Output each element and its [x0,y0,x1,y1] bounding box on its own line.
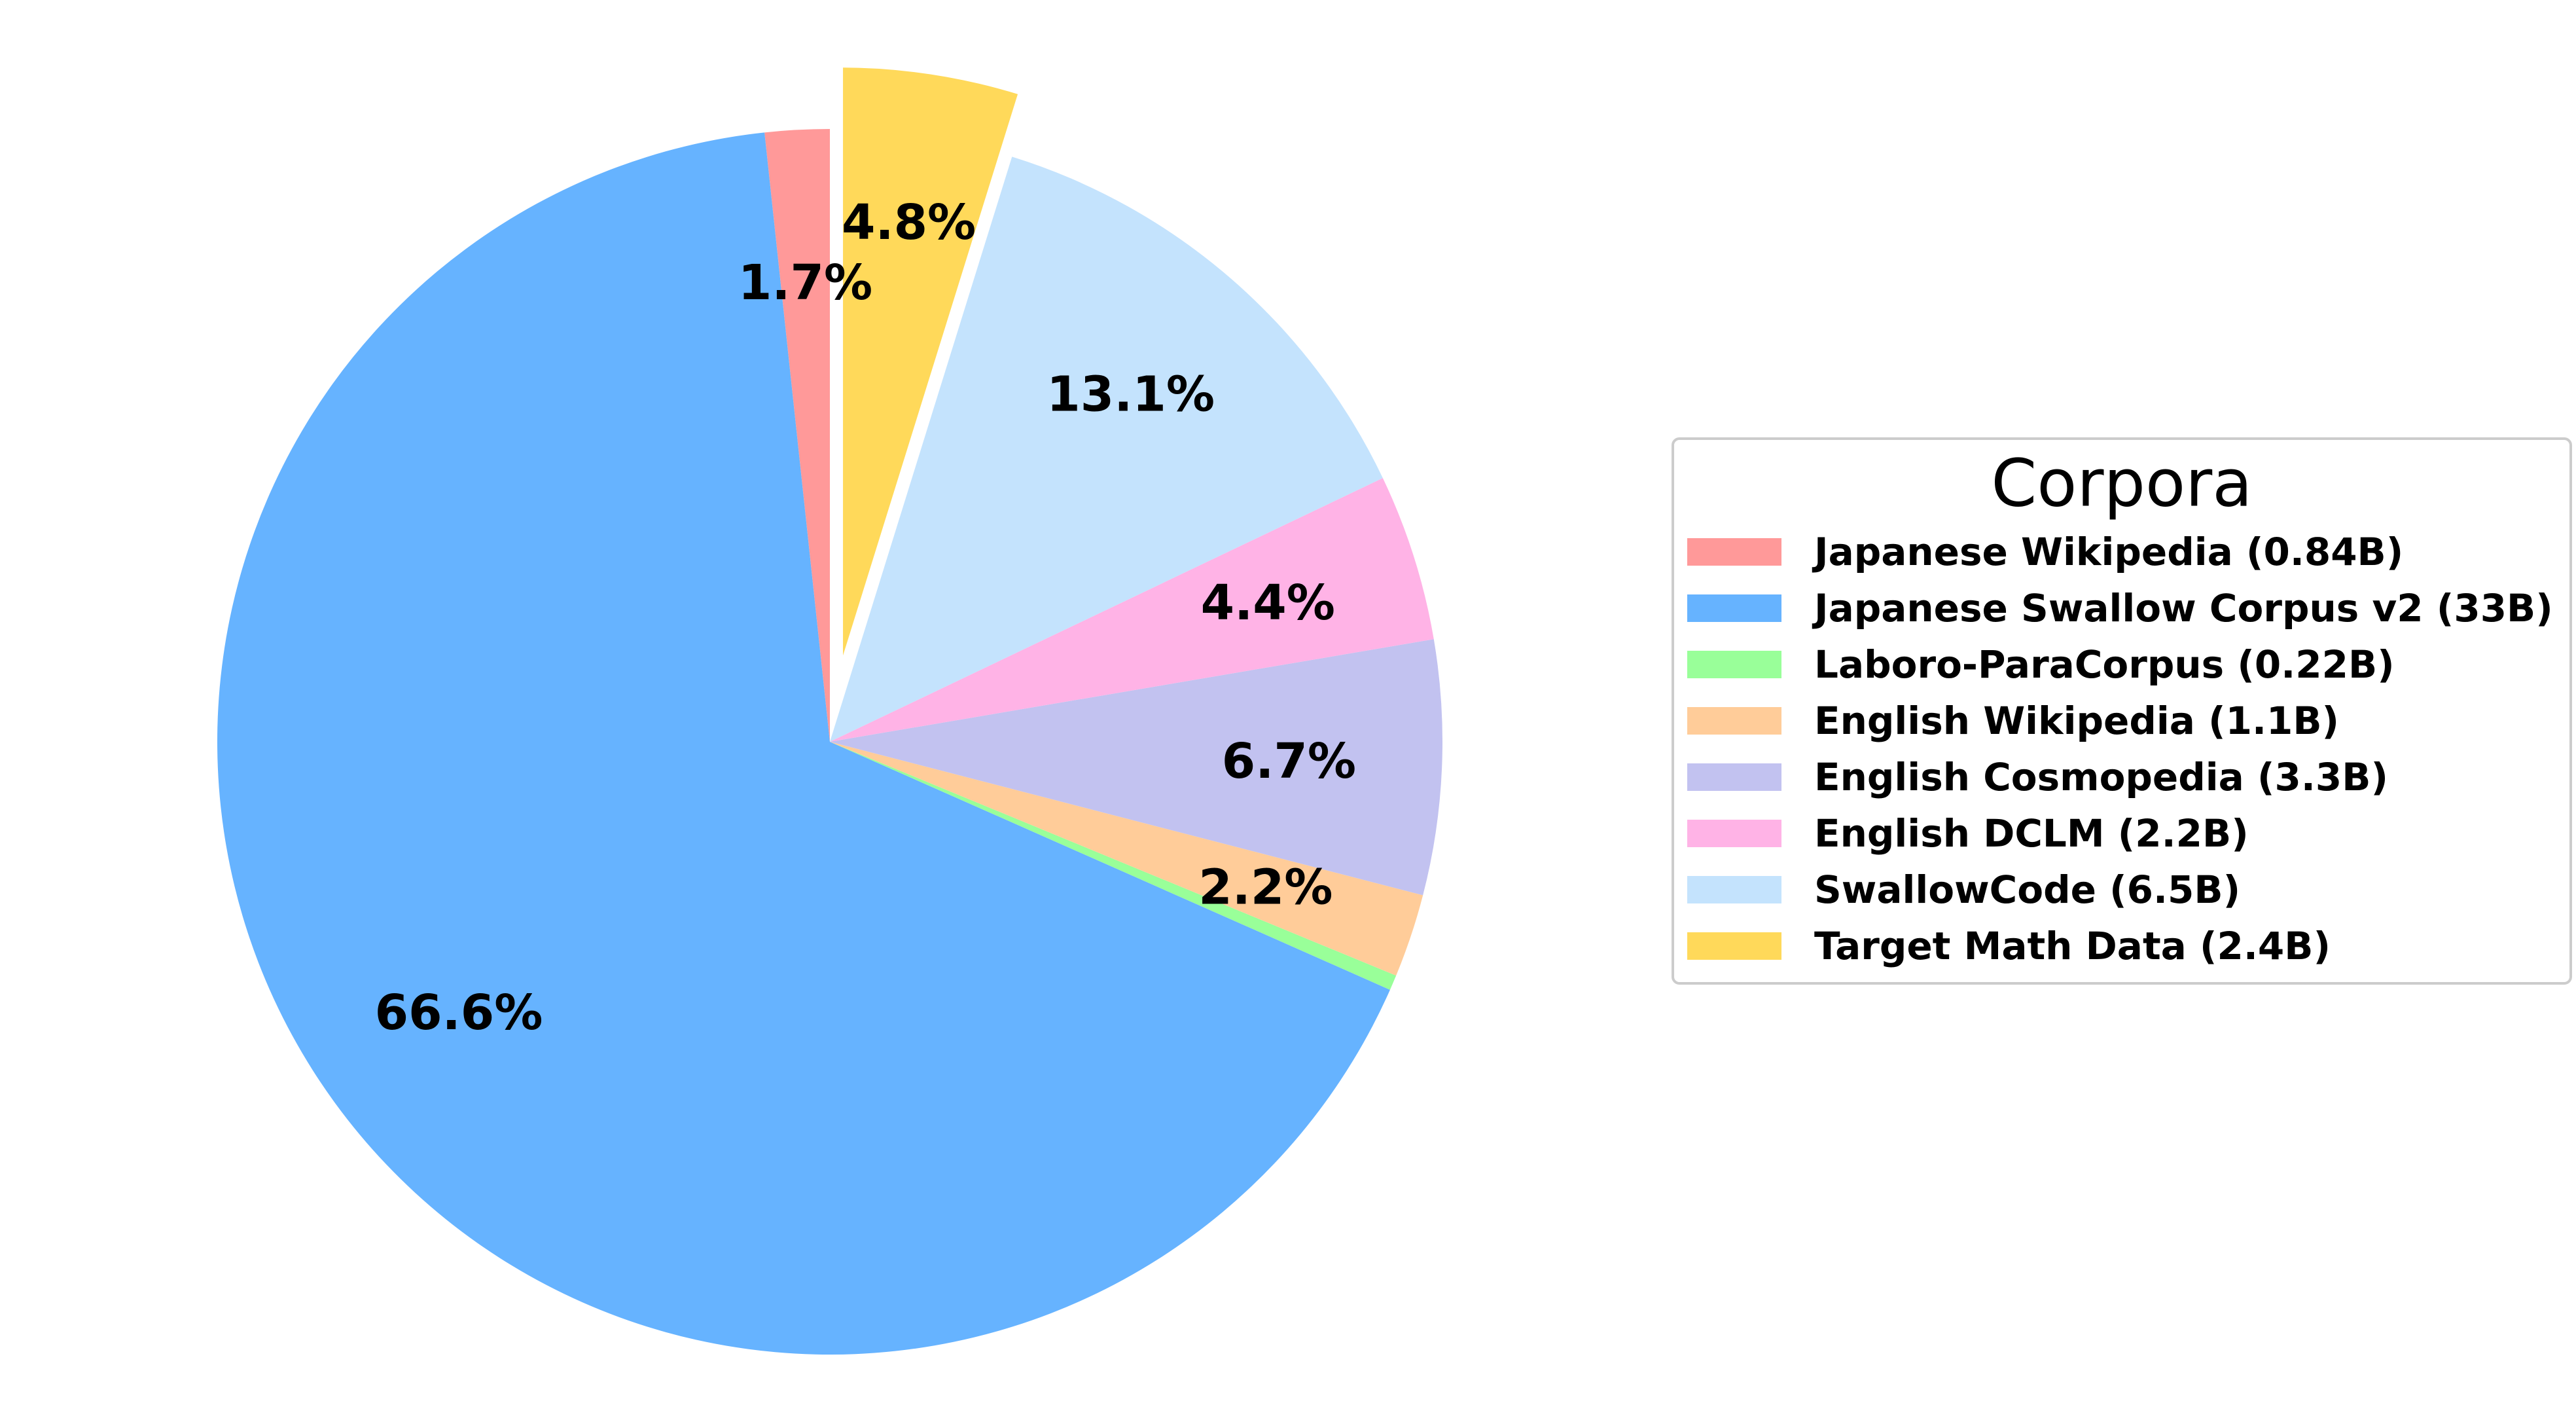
legend-label-6: SwallowCode (6.5B) [1814,867,2240,912]
pie-slice-5 [830,478,1434,742]
legend-swatch-4 [1687,763,1781,791]
pie-slice-7 [836,61,1026,678]
legend-swatch-2 [1687,651,1781,678]
pct-label-7: 4.8% [842,194,976,251]
legend-swatch-0 [1687,538,1781,566]
legend-swatch-1 [1687,594,1781,622]
pie-slice-2 [830,742,1397,990]
legend-label-4: English Cosmopedia (3.3B) [1814,755,2388,799]
pie-slices [217,61,1442,1355]
legend-items: Japanese Wikipedia (0.84B) Japanese Swall… [1687,530,2553,968]
legend-swatch-7 [1687,932,1781,960]
pct-label-5: 4.4% [1201,575,1335,631]
legend-label-1: Japanese Swallow Corpus v2 (33B) [1812,586,2553,630]
legend-swatch-3 [1687,707,1781,735]
pct-label-6: 13.1% [1046,366,1215,422]
legend: Corpora Japanese Wikipedia (0.84B)Japane… [1672,437,2572,985]
pie-slice-6 [830,156,1383,742]
pie-percent-labels: 1.7% 66.6% 2.2% 6.7% 4.4% 13.1% 4.8% [375,194,1356,1041]
pie-slice-4 [830,639,1442,896]
pct-label-3: 2.2% [1198,859,1333,915]
legend-title: Corpora [1991,445,2252,521]
pct-label-1: 66.6% [375,985,543,1041]
pie-slice-3 [830,742,1423,976]
pie-slice-1 [217,132,1390,1355]
legend-label-5: English DCLM (2.2B) [1814,811,2249,856]
legend-frame [1672,437,2572,985]
pct-label-4: 6.7% [1222,733,1356,790]
legend-label-0: Japanese Wikipedia (0.84B) [1812,530,2403,574]
legend-label-2: Laboro-ParaCorpus (0.22B) [1814,642,2395,687]
pie-slice-0 [764,129,830,742]
legend-label-3: English Wikipedia (1.1B) [1814,699,2339,743]
legend-swatch-6 [1687,876,1781,903]
legend-swatch-5 [1687,820,1781,847]
legend-label-7: Target Math Data (2.4B) [1814,924,2331,968]
pct-label-0: 1.7% [738,255,872,311]
